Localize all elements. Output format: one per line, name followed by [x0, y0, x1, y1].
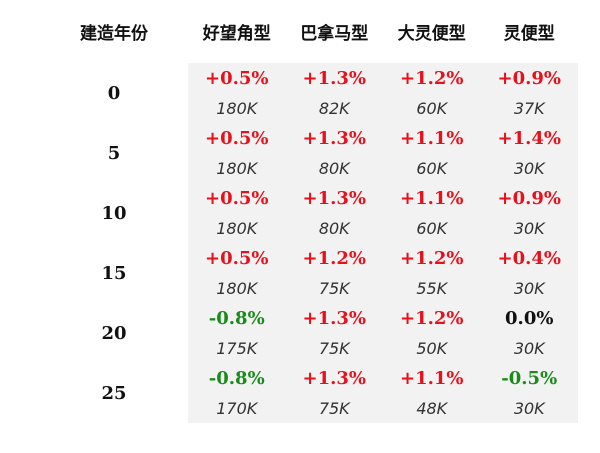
- capesize-price-cell: 180K: [188, 213, 286, 243]
- panamax-price-cell: 75K: [285, 273, 383, 303]
- build-year-cell: 15: [40, 243, 188, 303]
- header-handysize: 灵便型: [503, 24, 555, 44]
- build-year-cell: 0: [40, 63, 188, 123]
- table-row-change: 25 -0.8% +1.3% +1.1% -0.5%: [40, 363, 578, 423]
- capesize-change-cell: +0.5%: [188, 123, 286, 153]
- table-row-price: 180K 80K 60K 30K: [40, 213, 578, 243]
- table-row-price: 175K 75K 50K 30K: [40, 333, 578, 363]
- panamax-price-cell: 82K: [285, 93, 383, 123]
- handysize-change-cell: +0.4%: [480, 243, 578, 273]
- panamax-change-cell: +1.3%: [285, 363, 383, 393]
- capesize-change-cell: -0.8%: [188, 303, 286, 333]
- table-row-change: 15 +0.5% +1.2% +1.2% +0.4%: [40, 243, 578, 303]
- panamax-price-cell: 80K: [285, 153, 383, 183]
- handysize-change-cell: -0.5%: [480, 363, 578, 393]
- table-row-price: 180K 75K 55K 30K: [40, 273, 578, 303]
- panamax-change-cell: +1.3%: [285, 183, 383, 213]
- supramax-change-cell: +1.2%: [383, 63, 481, 93]
- panamax-change-cell: +1.3%: [285, 303, 383, 333]
- header-supramax: 大灵便型: [397, 24, 466, 44]
- supramax-price-cell: 55K: [383, 273, 481, 303]
- supramax-price-cell: 48K: [383, 393, 481, 423]
- ship-value-table-container: 建造年份 好望角型 巴拿马型 大灵便型 灵便型 0 +0.5% +1.3% +1.2%…: [40, 0, 580, 423]
- supramax-change-cell: +1.2%: [383, 243, 481, 273]
- build-year-cell: 20: [40, 303, 188, 363]
- table-header: 建造年份 好望角型 巴拿马型 大灵便型 灵便型: [40, 0, 578, 63]
- supramax-change-cell: +1.1%: [383, 363, 481, 393]
- supramax-change-cell: +1.2%: [383, 303, 481, 333]
- handysize-price-cell: 30K: [480, 153, 578, 183]
- capesize-price-cell: 180K: [188, 273, 286, 303]
- supramax-change-cell: +1.1%: [383, 123, 481, 153]
- header-row: 建造年份 好望角型 巴拿马型 大灵便型 灵便型: [40, 0, 578, 63]
- header-capesize: 好望角型: [202, 24, 271, 44]
- handysize-price-cell: 30K: [480, 333, 578, 363]
- table-row-change: 20 -0.8% +1.3% +1.2% 0.0%: [40, 303, 578, 363]
- handysize-price-cell: 37K: [480, 93, 578, 123]
- supramax-price-cell: 60K: [383, 213, 481, 243]
- panamax-change-cell: +1.2%: [285, 243, 383, 273]
- table-row-change: 5 +0.5% +1.3% +1.1% +1.4%: [40, 123, 578, 183]
- panamax-change-cell: +1.3%: [285, 123, 383, 153]
- supramax-change-cell: +1.1%: [383, 183, 481, 213]
- header-build-year: 建造年份: [80, 24, 148, 44]
- table-row-price: 180K 80K 60K 30K: [40, 153, 578, 183]
- panamax-price-cell: 75K: [285, 393, 383, 423]
- table-row-change: 0 +0.5% +1.3% +1.2% +0.9%: [40, 63, 578, 123]
- capesize-price-cell: 180K: [188, 93, 286, 123]
- capesize-change-cell: -0.8%: [188, 363, 286, 393]
- panamax-price-cell: 75K: [285, 333, 383, 363]
- handysize-change-cell: 0.0%: [480, 303, 578, 333]
- capesize-change-cell: +0.5%: [188, 63, 286, 93]
- panamax-price-cell: 80K: [285, 213, 383, 243]
- handysize-price-cell: 30K: [480, 393, 578, 423]
- build-year-cell: 10: [40, 183, 188, 243]
- table-row-change: 10 +0.5% +1.3% +1.1% +0.9%: [40, 183, 578, 243]
- supramax-price-cell: 60K: [383, 93, 481, 123]
- ship-value-table: 建造年份 好望角型 巴拿马型 大灵便型 灵便型 0 +0.5% +1.3% +1.2%…: [40, 0, 578, 423]
- capesize-price-cell: 170K: [188, 393, 286, 423]
- handysize-change-cell: +0.9%: [480, 183, 578, 213]
- supramax-price-cell: 50K: [383, 333, 481, 363]
- handysize-change-cell: +1.4%: [480, 123, 578, 153]
- handysize-price-cell: 30K: [480, 213, 578, 243]
- handysize-price-cell: 30K: [480, 273, 578, 303]
- table-row-price: 180K 82K 60K 37K: [40, 93, 578, 123]
- supramax-price-cell: 60K: [383, 153, 481, 183]
- table-row-price: 170K 75K 48K 30K: [40, 393, 578, 423]
- capesize-price-cell: 180K: [188, 153, 286, 183]
- capesize-change-cell: +0.5%: [188, 183, 286, 213]
- panamax-change-cell: +1.3%: [285, 63, 383, 93]
- table-body: 0 +0.5% +1.3% +1.2% +0.9% 180K 82K 60K 37K 5 +0.5%…: [40, 63, 578, 423]
- handysize-change-cell: +0.9%: [480, 63, 578, 93]
- capesize-price-cell: 175K: [188, 333, 286, 363]
- capesize-change-cell: +0.5%: [188, 243, 286, 273]
- build-year-cell: 5: [40, 123, 188, 183]
- build-year-cell: 25: [40, 363, 188, 423]
- header-panamax: 巴拿马型: [300, 24, 369, 44]
